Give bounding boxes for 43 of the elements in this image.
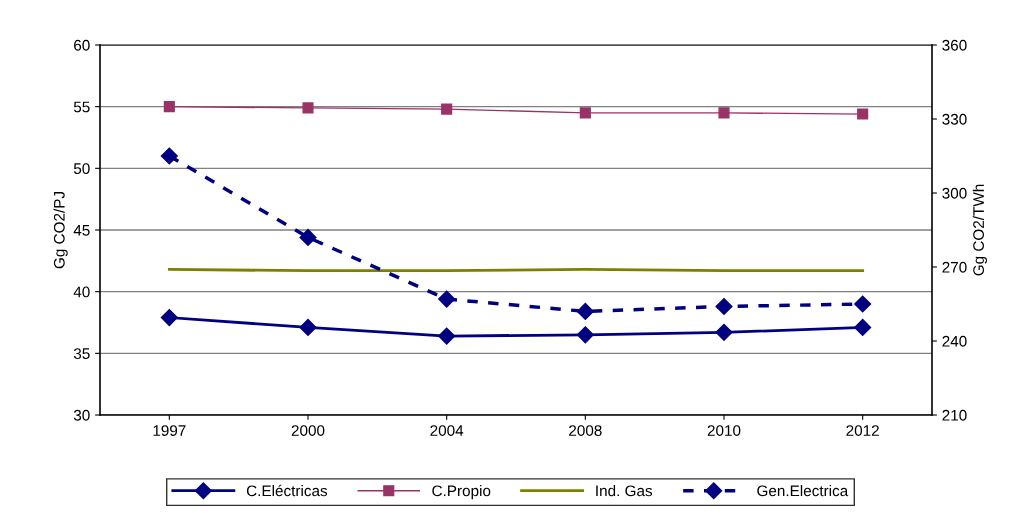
point [302, 102, 314, 114]
point [715, 323, 733, 341]
point [299, 228, 317, 246]
point [163, 101, 175, 113]
x-tick-label: 2010 [707, 425, 741, 436]
y-tick-label: 45 [73, 225, 90, 236]
y2-tick-label: 240 [942, 335, 967, 347]
y-tick-label: 55 [73, 101, 90, 113]
point [438, 327, 456, 345]
legend-label: Gen.Electrica [757, 485, 849, 497]
y2-axis-title: Gg CO2/TWh [972, 184, 988, 276]
point [438, 290, 456, 308]
point [441, 103, 453, 115]
y2-tick-label: 300 [942, 187, 967, 199]
y-axis-title: Gg CO2/PJ [53, 192, 68, 269]
y-tick-label: 50 [73, 163, 90, 175]
point [854, 318, 872, 336]
x-tick-label: 2004 [430, 425, 464, 436]
point [854, 295, 872, 313]
point [299, 318, 317, 336]
x-tick-label: 2008 [569, 425, 602, 436]
y-tick-label: 30 [73, 409, 90, 421]
x-tick-label: 2000 [291, 425, 325, 436]
x-tick-label: 1997 [153, 425, 186, 436]
y2-tick-label: 270 [942, 261, 967, 273]
legend-label: Ind. Gas [596, 485, 653, 497]
y-tick-label: 60 [74, 39, 90, 51]
point [715, 297, 733, 316]
point [857, 108, 869, 120]
point [576, 326, 594, 344]
point [718, 107, 730, 119]
point [576, 302, 594, 320]
point [160, 147, 178, 165]
legend-label: C.Eléctricas [246, 484, 328, 497]
legend-label: C.Propio [432, 485, 491, 500]
y-tick-label: 40 [73, 286, 90, 298]
y-tick-label: 35 [73, 348, 90, 360]
y2-tick-label: 330 [942, 113, 967, 125]
x-tick-label: 2012 [846, 425, 879, 436]
point [160, 309, 178, 327]
y2-tick-label: 210 [942, 409, 967, 421]
y2-tick-label: 360 [942, 39, 967, 51]
point [579, 107, 591, 119]
